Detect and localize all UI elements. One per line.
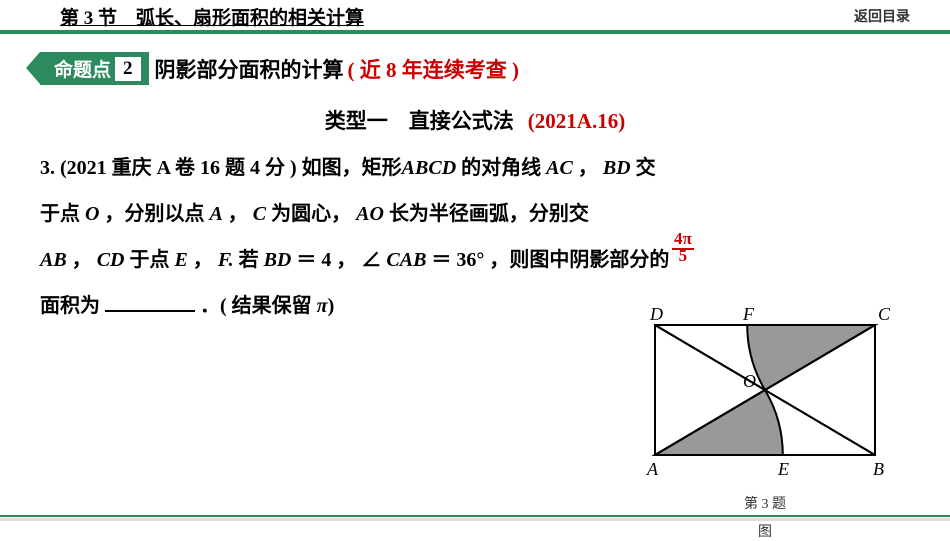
t: ．( 结果保留	[195, 295, 317, 317]
topic-badge-label: 命题点	[54, 55, 111, 82]
var-abcd: ABCD	[402, 157, 456, 179]
t: 长为半径画弧，分别交	[384, 203, 589, 225]
var-cab: CAB	[386, 249, 426, 271]
figure-container: D F C O A E B 第 3 题 图	[635, 305, 895, 541]
t: ＝ 4 ， ∠	[291, 249, 386, 271]
t: 为圆心，	[266, 203, 356, 225]
var-f: F.	[218, 249, 234, 271]
var-o: O	[85, 203, 99, 225]
label-C: C	[878, 305, 891, 324]
var-pi: π	[317, 295, 328, 317]
var-ac: AC	[546, 157, 573, 179]
topic-section: 命题点 2 阴影部分面积的计算 ( 近 8 年连续考查 )	[40, 52, 950, 85]
topic-badge: 命题点 2	[40, 52, 149, 85]
answer-denominator: 5	[677, 246, 690, 265]
t: ，	[223, 203, 253, 225]
figure-svg: D F C O A E B	[635, 305, 895, 480]
t: ，	[573, 157, 603, 179]
label-B: B	[873, 459, 884, 479]
section-title: 第 3 节 弧长、扇形面积的相关计算	[60, 3, 364, 30]
answer-blank	[105, 292, 195, 312]
subtype-row: 类型一 直接公式法 (2021A.16)	[0, 105, 950, 135]
header-bar: 第 3 节 弧长、扇形面积的相关计算 返回目录	[0, 0, 950, 32]
figure-caption-2: 图	[635, 521, 895, 541]
answer-fraction: 4π 5	[672, 223, 694, 269]
label-A: A	[646, 459, 659, 479]
t: ，	[188, 249, 218, 271]
t: 的对角线	[456, 157, 546, 179]
label-O: O	[743, 371, 756, 391]
header-underline	[0, 30, 950, 34]
var-ab: AB	[40, 249, 67, 271]
label-E: E	[777, 459, 789, 479]
problem-text: 3. (2021 重庆 A 卷 16 题 4 分 ) 如图，矩形ABCD 的对角…	[40, 145, 910, 329]
t: ，	[67, 249, 97, 271]
var-a: A	[209, 203, 222, 225]
var-cd: CD	[97, 249, 125, 271]
t: )	[328, 295, 335, 317]
t: 若	[234, 249, 264, 271]
return-toc-link[interactable]: 返回目录	[854, 6, 910, 26]
t: 交	[631, 157, 656, 179]
label-D: D	[649, 305, 663, 324]
topic-title: 阴影部分面积的计算	[155, 54, 344, 84]
topic-number: 2	[115, 57, 141, 81]
var-e: E	[174, 249, 187, 271]
var-c: C	[253, 203, 266, 225]
t: 于点	[124, 249, 174, 271]
topic-note: ( 近 8 年连续考查 )	[348, 54, 520, 84]
t: 3. (2021 重庆 A 卷 16 题 4 分 ) 如图，矩形	[40, 157, 402, 179]
bottom-shadow	[0, 518, 950, 521]
t: 面积为	[40, 295, 105, 317]
bottom-line	[0, 515, 950, 517]
var-bd2: BD	[264, 249, 292, 271]
figure-caption-1: 第 3 题	[635, 493, 895, 513]
subtype-ref: (2021A.16)	[528, 109, 625, 133]
t: ＝ 36° ，则图中阴影部分的	[426, 249, 669, 271]
var-ao: AO	[356, 203, 384, 225]
problem-body: 3. (2021 重庆 A 卷 16 题 4 分 ) 如图，矩形ABCD 的对角…	[0, 135, 950, 329]
var-bd: BD	[603, 157, 631, 179]
t: ，分别以点	[99, 203, 209, 225]
subtype-label: 类型一 直接公式法	[325, 109, 514, 133]
t: 于点	[40, 203, 85, 225]
label-F: F	[742, 305, 755, 324]
